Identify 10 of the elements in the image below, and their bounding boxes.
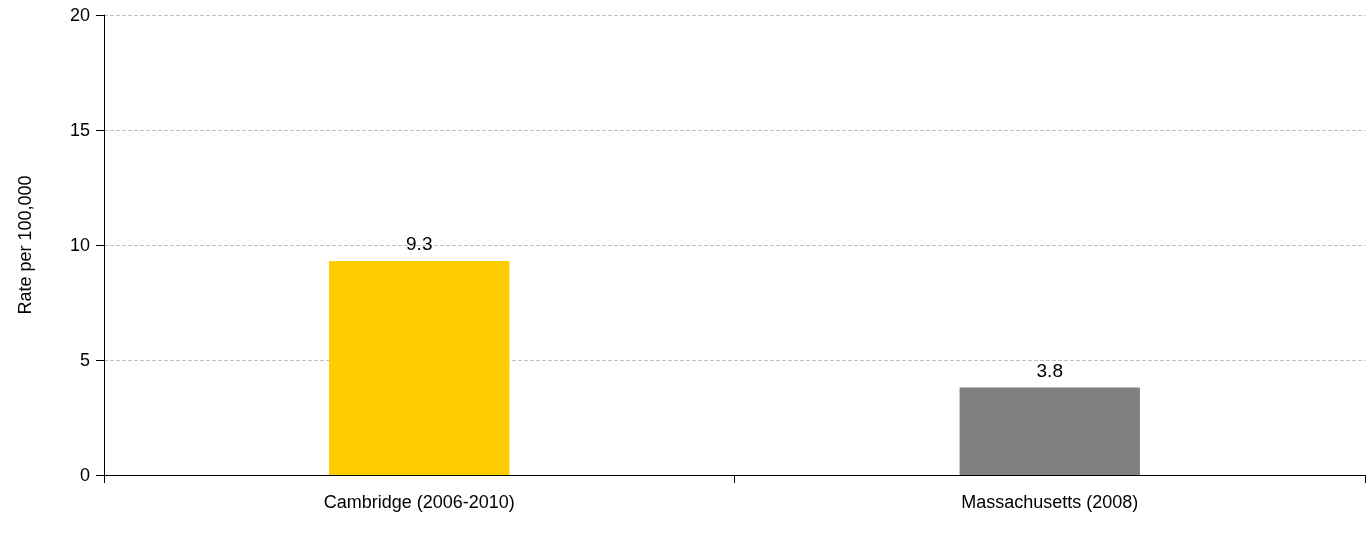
y-tick-label: 20 <box>69 5 90 25</box>
data-label: 3.8 <box>1036 359 1063 381</box>
y-tick-label: 15 <box>69 120 90 140</box>
y-tick-label: 5 <box>79 350 90 370</box>
y-tick-label: 10 <box>69 235 90 255</box>
y-axis-title: Rate per 100,000 <box>15 175 35 315</box>
x-tick-label: Cambridge (2006-2010) <box>323 492 515 512</box>
data-label: 9.3 <box>406 233 433 255</box>
y-tick-label: 0 <box>79 465 90 485</box>
x-tick-label: Massachusetts (2008) <box>961 492 1139 512</box>
